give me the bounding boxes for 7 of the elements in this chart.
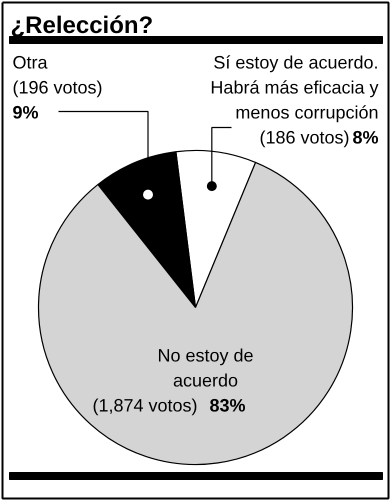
- data-label: (1,874 votos) 83%: [92, 396, 246, 416]
- slice-label: No estoy de acuerdo: [157, 346, 254, 390]
- data-label: (196 votos) 9%: [12, 78, 103, 122]
- slice-label: Sí estoy de acuerdo. Habrá más eficacia y menos corrupción: [210, 52, 379, 122]
- slice-label: Otra: [12, 52, 48, 72]
- data-label: (186 votos) 8%: [259, 128, 378, 148]
- chart-title: ¿Relección?: [10, 12, 154, 39]
